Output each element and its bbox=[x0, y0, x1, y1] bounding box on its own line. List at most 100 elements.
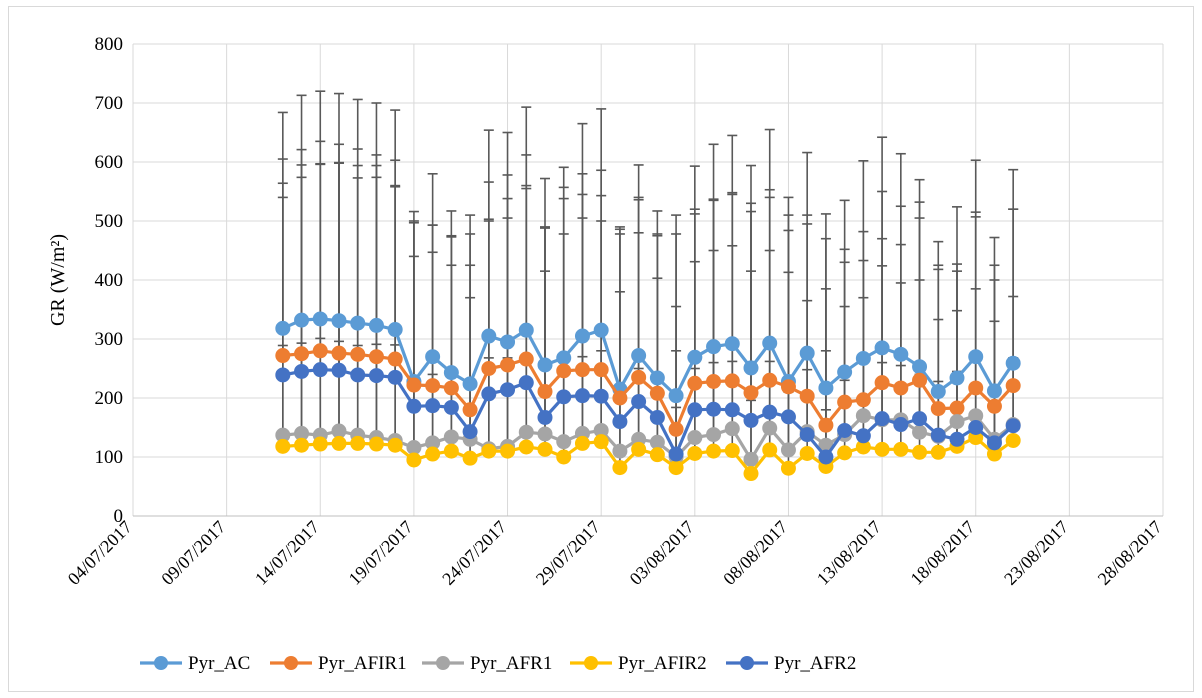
series-line bbox=[282, 349, 1015, 431]
data-point bbox=[312, 311, 328, 327]
data-point bbox=[537, 409, 553, 425]
x-tick-label: 08/08/2017 bbox=[719, 517, 791, 589]
y-tick-label: 400 bbox=[95, 270, 124, 291]
data-point bbox=[837, 422, 853, 438]
data-point bbox=[518, 424, 534, 440]
data-point bbox=[612, 460, 628, 476]
data-point bbox=[500, 334, 516, 350]
y-tick-label: 300 bbox=[95, 329, 124, 350]
data-point bbox=[762, 404, 778, 420]
data-point bbox=[668, 421, 684, 437]
data-point bbox=[312, 362, 328, 378]
data-point bbox=[762, 335, 778, 351]
data-point bbox=[518, 439, 534, 455]
data-point bbox=[350, 346, 366, 362]
data-point bbox=[331, 345, 347, 361]
data-point bbox=[537, 357, 553, 373]
data-point bbox=[893, 417, 909, 433]
y-tick-label: 700 bbox=[95, 93, 124, 114]
data-point bbox=[387, 437, 403, 453]
data-point bbox=[425, 446, 441, 462]
series-pyr-afir2 bbox=[275, 430, 1021, 482]
data-point bbox=[687, 375, 703, 391]
data-point bbox=[481, 386, 497, 402]
data-point bbox=[462, 424, 478, 440]
data-point bbox=[930, 427, 946, 443]
x-tick-label: 14/07/2017 bbox=[251, 517, 323, 589]
data-point bbox=[574, 435, 590, 451]
data-point bbox=[649, 409, 665, 425]
data-point bbox=[406, 452, 422, 468]
series-pyr-afr1 bbox=[275, 408, 1021, 467]
x-tick-label: 18/08/2017 bbox=[906, 517, 978, 589]
x-tick-label: 28/08/2017 bbox=[1094, 517, 1166, 589]
data-point bbox=[649, 370, 665, 386]
data-point bbox=[331, 362, 347, 378]
data-point bbox=[780, 379, 796, 395]
data-point bbox=[275, 438, 291, 454]
data-point bbox=[1005, 378, 1021, 394]
data-point bbox=[518, 351, 534, 367]
y-tick-labels: 0 100 200 300 400 500 600 700 800 bbox=[95, 34, 124, 527]
data-point bbox=[294, 312, 310, 328]
data-point bbox=[780, 409, 796, 425]
data-point bbox=[443, 399, 459, 415]
data-point bbox=[275, 348, 291, 364]
data-point bbox=[612, 443, 628, 459]
data-point bbox=[1005, 418, 1021, 434]
data-point bbox=[799, 345, 815, 361]
data-point bbox=[500, 382, 516, 398]
data-point bbox=[762, 420, 778, 436]
data-point bbox=[743, 385, 759, 401]
data-point bbox=[368, 368, 384, 384]
data-point bbox=[275, 367, 291, 383]
data-point bbox=[556, 449, 572, 465]
data-point bbox=[368, 349, 384, 365]
data-point bbox=[968, 380, 984, 396]
data-point bbox=[949, 400, 965, 416]
data-point bbox=[930, 444, 946, 460]
x-tick-label: 09/07/2017 bbox=[157, 517, 229, 589]
y-tick-label: 100 bbox=[95, 447, 124, 468]
legend-label: Pyr_AFIR2 bbox=[618, 653, 707, 674]
data-point bbox=[912, 444, 928, 460]
data-point bbox=[631, 369, 647, 385]
legend-swatch-marker bbox=[740, 656, 754, 670]
y-tick-label: 800 bbox=[95, 34, 124, 55]
y-axis-label: GR (W/m²) bbox=[47, 234, 69, 326]
data-point bbox=[949, 431, 965, 447]
data-point bbox=[537, 384, 553, 400]
data-point bbox=[350, 315, 366, 331]
data-point bbox=[387, 351, 403, 367]
legend-swatch-marker bbox=[584, 656, 598, 670]
legend-item: Pyr_AFR1 bbox=[422, 653, 552, 674]
data-point bbox=[406, 377, 422, 393]
data-point bbox=[799, 427, 815, 443]
data-point bbox=[706, 443, 722, 459]
data-point bbox=[518, 322, 534, 338]
x-tick-label: 24/07/2017 bbox=[438, 517, 510, 589]
legend-swatch-marker bbox=[436, 656, 450, 670]
data-point bbox=[481, 361, 497, 376]
data-point bbox=[837, 445, 853, 461]
data-point bbox=[387, 369, 403, 385]
data-point bbox=[462, 402, 478, 418]
data-point bbox=[818, 380, 834, 396]
data-point bbox=[331, 313, 347, 329]
legend-label: Pyr_AC bbox=[188, 653, 250, 674]
data-point bbox=[500, 443, 516, 459]
data-point bbox=[443, 429, 459, 445]
data-point bbox=[912, 359, 928, 375]
x-tick-label: 13/08/2017 bbox=[813, 517, 885, 589]
legend-label: Pyr_AFIR1 bbox=[318, 653, 407, 674]
data-point bbox=[855, 428, 871, 444]
data-point bbox=[350, 367, 366, 383]
data-point bbox=[593, 388, 609, 404]
data-point bbox=[724, 402, 740, 418]
data-point bbox=[668, 460, 684, 476]
data-point bbox=[294, 437, 310, 453]
data-point bbox=[631, 394, 647, 410]
data-point bbox=[687, 445, 703, 461]
data-point bbox=[574, 362, 590, 378]
